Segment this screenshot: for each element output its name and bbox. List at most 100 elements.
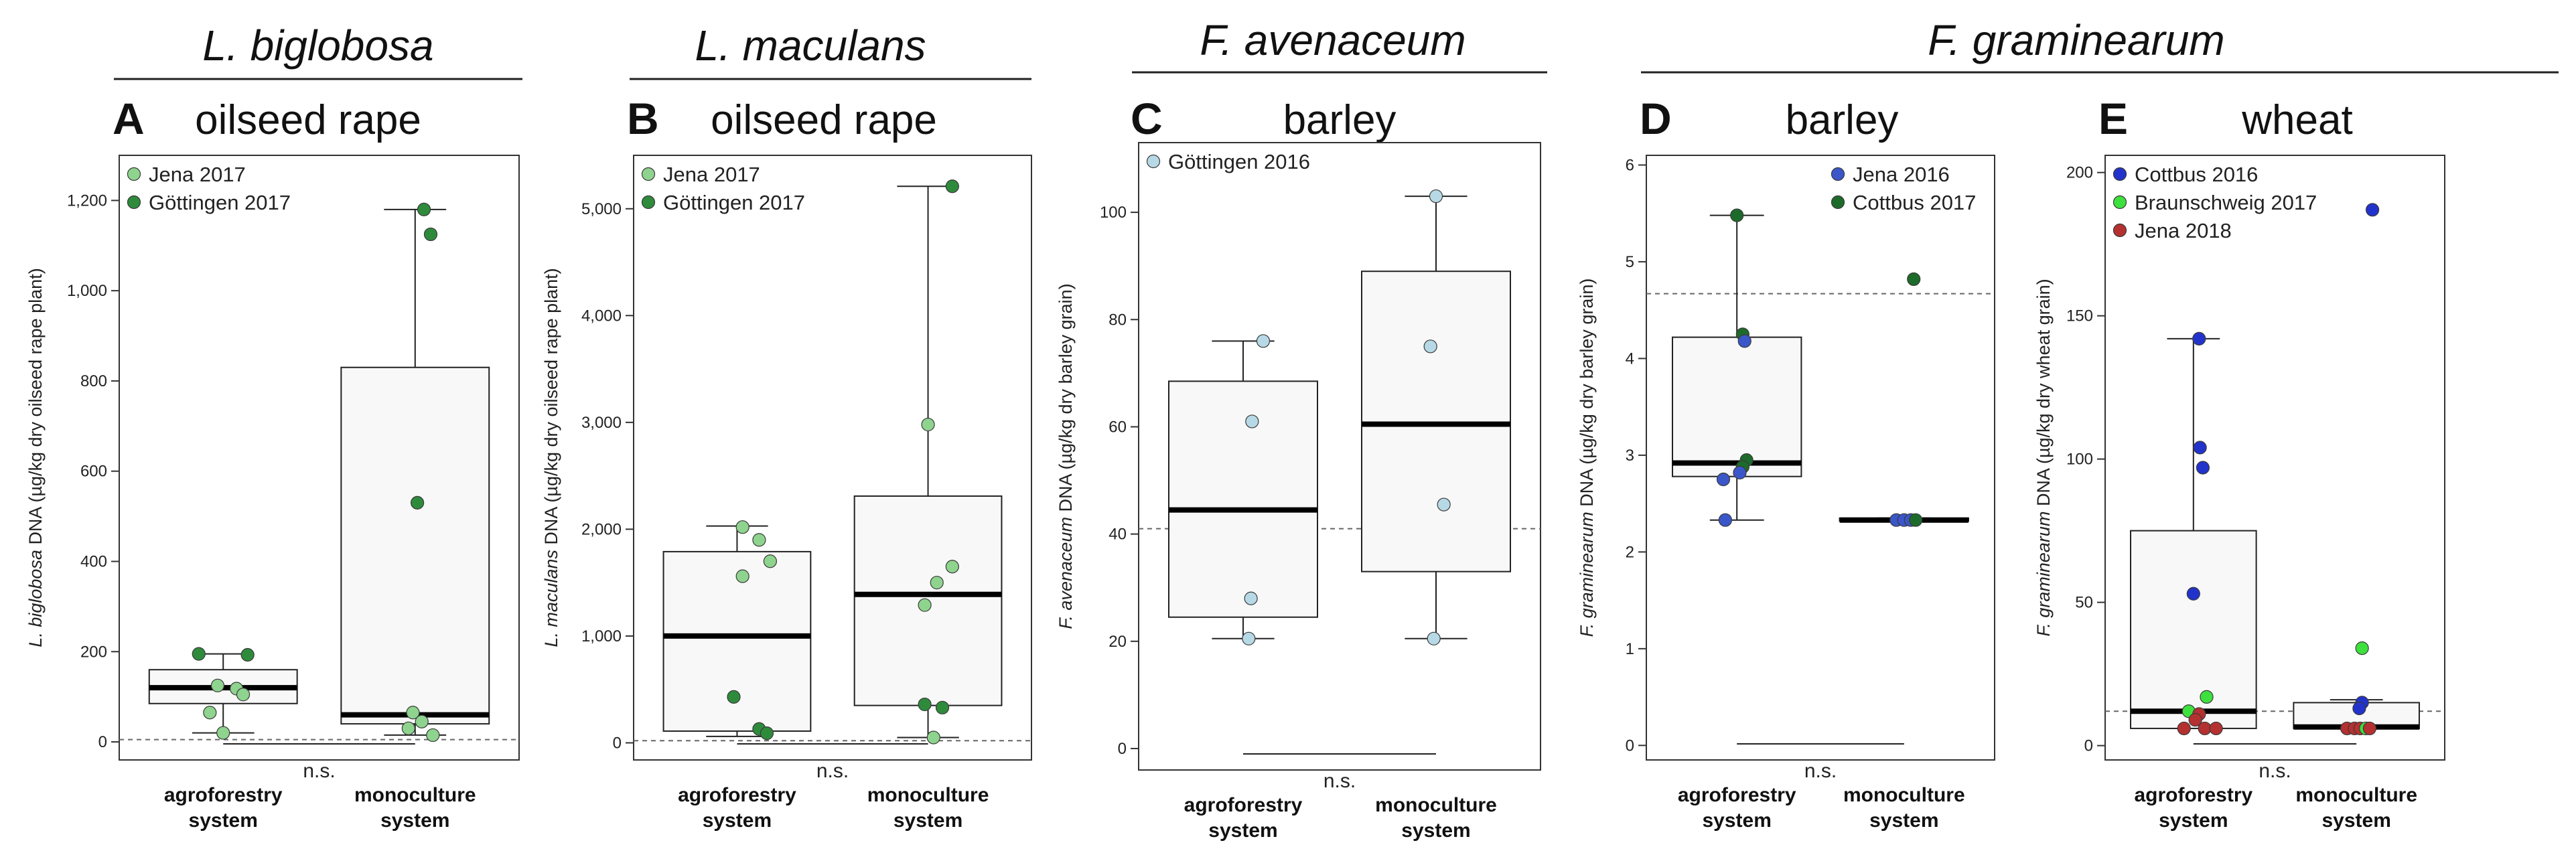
y-tick-label-d: 2 [1626,543,1634,561]
data-point [1429,189,1443,204]
panel-letter-d: D [1640,94,1672,143]
significance-label-a: n.s. [303,760,335,782]
legend-marker [2113,167,2127,181]
legend-marker [641,167,656,181]
y-tick-label-c: 80 [1108,311,1127,329]
x-category-label-agroforestry: system [1208,820,1277,842]
y-axis-label-species: F. avenaceum [1056,517,1076,629]
data-point [1256,334,1271,348]
data-point [192,647,206,661]
legend-marker [1831,195,1845,210]
data-point [926,730,940,745]
x-category-label-agroforestry: agroforestry [1678,784,1796,806]
data-point [203,706,217,720]
y-tick-label-d: 0 [1626,737,1634,755]
y-tick-label-e: 150 [2066,307,2093,325]
y-tick-label-c: 40 [1108,526,1127,544]
y-tick-label-a: 1,200 [67,191,107,210]
data-point [735,520,749,534]
data-point [1242,631,1256,645]
y-tick-label-a: 800 [80,372,107,390]
data-point [216,726,230,740]
data-point [918,697,932,712]
data-point [423,227,438,242]
y-axis-label-species: L. maculans [541,550,561,647]
data-point [410,495,425,510]
box-monoculture [1361,270,1511,572]
x-category-label-monoculture: system [1401,820,1470,842]
y-axis-label-species: F. graminearum [2033,512,2054,637]
y-axis-label-species: L. biglobosa [25,550,46,647]
panel-letter-a: A [113,94,145,143]
panel-letter-e: E [2098,94,2128,143]
y-axis-label-d: F. graminearum DNA (µg/kg dry barley gra… [1577,279,1597,637]
x-category-label-monoculture: system [893,809,962,832]
group-title-f-avenaceum: F. avenaceum [1200,16,1465,64]
x-category-label-monoculture: monoculture [1843,784,1965,806]
y-axis-label-c: F. avenaceum DNA (µg/kg dry barley grain… [1056,283,1076,629]
data-point [1437,497,1451,512]
data-point [1907,272,1921,287]
legend-marker [2113,223,2127,238]
significance-label-d: n.s. [1804,760,1837,782]
y-tick-label-b: 5,000 [581,200,622,218]
data-point [1427,631,1441,645]
y-tick-label-a: 400 [80,552,107,570]
data-point [935,700,950,714]
data-point [1245,414,1259,429]
x-category-label-agroforestry: system [1702,809,1771,832]
x-category-label-agroforestry: system [703,809,772,832]
x-category-label-agroforestry: agroforestry [2134,784,2252,806]
data-point [1737,334,1751,348]
data-point [2209,721,2223,736]
data-point [2365,203,2380,217]
x-category-label-monoculture: monoculture [867,784,989,806]
data-point [752,533,766,547]
data-point [763,554,777,568]
box-agroforestry [1672,336,1802,477]
significance-label-b: n.s. [816,760,849,782]
x-category-label-agroforestry: system [189,809,258,832]
y-axis-label-a: L. biglobosa DNA (µg/kg dry oilseed rape… [25,268,46,647]
y-tick-label-e: 100 [2066,451,2093,469]
panel-title-e: wheat [2241,97,2352,143]
y-tick-label-d: 5 [1626,253,1634,271]
significance-label-c: n.s. [1323,770,1356,792]
y-axis-label-b: L. maculans DNA (µg/kg dry oilseed rape … [541,268,561,647]
legend-label: Braunschweig 2017 [2135,191,2317,214]
data-point [2200,690,2214,704]
y-axis-label-e: F. graminearum DNA (µg/kg dry wheat grai… [2033,279,2054,636]
y-tick-label-c: 100 [1100,204,1127,222]
x-category-label-monoculture: system [1869,809,1938,832]
plot-frame-b [633,155,1032,761]
x-category-label-agroforestry: agroforestry [164,784,283,806]
data-point [1423,339,1437,354]
data-point [2193,441,2207,455]
panel-title-d: barley [1786,97,1899,143]
data-point [2177,721,2191,736]
group-title-f-graminearum: F. graminearum [1928,16,2224,64]
y-tick-label-b: 2,000 [581,520,622,538]
y-axis-label-unit: DNA (µg/kg dry oilseed rape plant) [25,268,46,550]
panel-letter-c: C [1131,94,1163,143]
x-category-label-monoculture: monoculture [2295,784,2417,806]
data-point [1716,472,1731,487]
y-axis-label-unit: DNA (µg/kg dry barley grain) [1577,279,1597,512]
y-tick-label-a: 600 [80,463,107,481]
data-point [921,417,935,432]
plot-frame-c [1138,142,1541,771]
legend-label: Cottbus 2017 [1853,191,1976,214]
data-point [1733,465,1747,479]
x-category-label-agroforestry: agroforestry [1184,794,1303,816]
y-tick-label-b: 0 [613,734,622,752]
legend-label: Jena 2017 [149,163,246,186]
legend-label: Jena 2017 [663,163,760,186]
data-point [945,179,959,194]
panel-title-b: oilseed rape [711,97,937,143]
data-point [2196,461,2210,475]
legend-label: Jena 2016 [1853,163,1950,186]
box-agroforestry [1168,380,1318,618]
